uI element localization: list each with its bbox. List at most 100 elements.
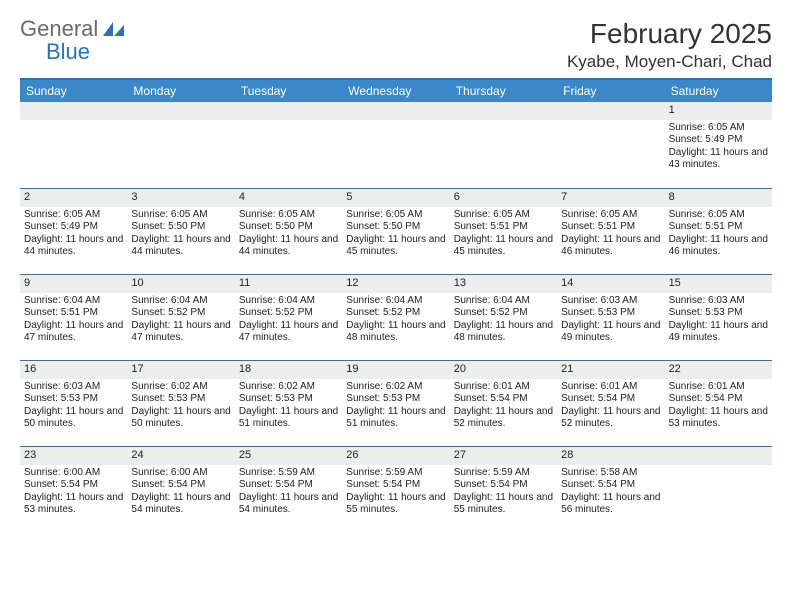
daylight-text: Daylight: 11 hours and 47 minutes. [131,320,230,345]
calendar-cell [342,102,449,188]
logo-sail-icon [103,20,125,36]
daylight-text: Daylight: 11 hours and 48 minutes. [346,320,445,345]
calendar-cell: 19Sunrise: 6:02 AMSunset: 5:53 PMDayligh… [342,360,449,446]
day-number: 9 [20,274,127,293]
day-number: 21 [557,360,664,379]
day-header: Monday [127,80,234,102]
day-details: Sunrise: 5:58 AMSunset: 5:54 PMDaylight:… [557,465,664,521]
daylight-text: Daylight: 11 hours and 52 minutes. [561,406,660,431]
day-number: 25 [235,446,342,465]
calendar-cell: 8Sunrise: 6:05 AMSunset: 5:51 PMDaylight… [665,188,772,274]
day-details: Sunrise: 6:05 AMSunset: 5:49 PMDaylight:… [665,120,772,176]
day-details: Sunrise: 5:59 AMSunset: 5:54 PMDaylight:… [342,465,449,521]
sunset-text: Sunset: 5:54 PM [454,393,553,406]
day-number [20,102,127,120]
daylight-text: Daylight: 11 hours and 49 minutes. [669,320,768,345]
daylight-text: Daylight: 11 hours and 55 minutes. [454,492,553,517]
calendar-cell: 4Sunrise: 6:05 AMSunset: 5:50 PMDaylight… [235,188,342,274]
sunrise-text: Sunrise: 6:05 AM [239,209,338,222]
calendar-cell [665,446,772,532]
day-header: Saturday [665,80,772,102]
calendar-cell: 17Sunrise: 6:02 AMSunset: 5:53 PMDayligh… [127,360,234,446]
sunrise-text: Sunrise: 6:01 AM [669,381,768,394]
day-details: Sunrise: 6:05 AMSunset: 5:50 PMDaylight:… [342,207,449,263]
sunset-text: Sunset: 5:50 PM [346,221,445,234]
daylight-text: Daylight: 11 hours and 51 minutes. [239,406,338,431]
day-details: Sunrise: 6:01 AMSunset: 5:54 PMDaylight:… [450,379,557,435]
day-details: Sunrise: 6:04 AMSunset: 5:52 PMDaylight:… [235,293,342,349]
daylight-text: Daylight: 11 hours and 44 minutes. [24,234,123,259]
calendar-cell: 26Sunrise: 5:59 AMSunset: 5:54 PMDayligh… [342,446,449,532]
sunrise-text: Sunrise: 6:03 AM [669,295,768,308]
day-number: 17 [127,360,234,379]
day-details: Sunrise: 6:02 AMSunset: 5:53 PMDaylight:… [127,379,234,435]
sunrise-text: Sunrise: 6:05 AM [346,209,445,222]
daylight-text: Daylight: 11 hours and 56 minutes. [561,492,660,517]
calendar-cell: 20Sunrise: 6:01 AMSunset: 5:54 PMDayligh… [450,360,557,446]
daylight-text: Daylight: 11 hours and 54 minutes. [131,492,230,517]
sunrise-text: Sunrise: 6:05 AM [454,209,553,222]
day-details: Sunrise: 6:03 AMSunset: 5:53 PMDaylight:… [20,379,127,435]
sunrise-text: Sunrise: 6:05 AM [24,209,123,222]
calendar-week: 1Sunrise: 6:05 AMSunset: 5:49 PMDaylight… [20,102,772,188]
day-details: Sunrise: 6:04 AMSunset: 5:52 PMDaylight:… [450,293,557,349]
day-details: Sunrise: 6:05 AMSunset: 5:49 PMDaylight:… [20,207,127,263]
daylight-text: Daylight: 11 hours and 44 minutes. [131,234,230,259]
day-details: Sunrise: 6:03 AMSunset: 5:53 PMDaylight:… [557,293,664,349]
daylight-text: Daylight: 11 hours and 50 minutes. [131,406,230,431]
day-number [342,102,449,120]
sunset-text: Sunset: 5:52 PM [239,307,338,320]
day-number: 1 [665,102,772,120]
weeks-container: 1Sunrise: 6:05 AMSunset: 5:49 PMDaylight… [20,102,772,532]
sunrise-text: Sunrise: 5:58 AM [561,467,660,480]
calendar-cell: 16Sunrise: 6:03 AMSunset: 5:53 PMDayligh… [20,360,127,446]
day-details: Sunrise: 6:05 AMSunset: 5:51 PMDaylight:… [450,207,557,263]
location-text: Kyabe, Moyen-Chari, Chad [567,52,772,72]
daylight-text: Daylight: 11 hours and 43 minutes. [669,147,768,172]
calendar-week: 16Sunrise: 6:03 AMSunset: 5:53 PMDayligh… [20,360,772,446]
title-block: February 2025 Kyabe, Moyen-Chari, Chad [567,18,772,72]
calendar-cell: 13Sunrise: 6:04 AMSunset: 5:52 PMDayligh… [450,274,557,360]
calendar-cell: 23Sunrise: 6:00 AMSunset: 5:54 PMDayligh… [20,446,127,532]
day-header: Sunday [20,80,127,102]
calendar-cell: 7Sunrise: 6:05 AMSunset: 5:51 PMDaylight… [557,188,664,274]
calendar-cell: 5Sunrise: 6:05 AMSunset: 5:50 PMDaylight… [342,188,449,274]
day-number: 19 [342,360,449,379]
daylight-text: Daylight: 11 hours and 49 minutes. [561,320,660,345]
calendar-cell [557,102,664,188]
day-number: 26 [342,446,449,465]
day-number: 13 [450,274,557,293]
day-header: Friday [557,80,664,102]
daylight-text: Daylight: 11 hours and 46 minutes. [561,234,660,259]
sunrise-text: Sunrise: 6:04 AM [24,295,123,308]
logo-text-block: General Blue [20,18,125,64]
daylight-text: Daylight: 11 hours and 52 minutes. [454,406,553,431]
day-details: Sunrise: 6:00 AMSunset: 5:54 PMDaylight:… [127,465,234,521]
calendar-cell [20,102,127,188]
calendar-cell: 22Sunrise: 6:01 AMSunset: 5:54 PMDayligh… [665,360,772,446]
calendar-week: 23Sunrise: 6:00 AMSunset: 5:54 PMDayligh… [20,446,772,532]
calendar-cell [235,102,342,188]
sunrise-text: Sunrise: 6:04 AM [131,295,230,308]
sunrise-text: Sunrise: 6:00 AM [24,467,123,480]
day-number: 18 [235,360,342,379]
daylight-text: Daylight: 11 hours and 48 minutes. [454,320,553,345]
sunset-text: Sunset: 5:53 PM [561,307,660,320]
day-details: Sunrise: 6:03 AMSunset: 5:53 PMDaylight:… [665,293,772,349]
sunrise-text: Sunrise: 6:04 AM [239,295,338,308]
page-title: February 2025 [567,18,772,50]
sunrise-text: Sunrise: 6:05 AM [561,209,660,222]
sunset-text: Sunset: 5:51 PM [24,307,123,320]
day-number: 16 [20,360,127,379]
sunrise-text: Sunrise: 6:05 AM [669,209,768,222]
day-number [557,102,664,120]
calendar-cell: 25Sunrise: 5:59 AMSunset: 5:54 PMDayligh… [235,446,342,532]
sunset-text: Sunset: 5:54 PM [346,479,445,492]
sunrise-text: Sunrise: 5:59 AM [346,467,445,480]
sunrise-text: Sunrise: 6:05 AM [131,209,230,222]
day-number: 20 [450,360,557,379]
calendar-cell: 1Sunrise: 6:05 AMSunset: 5:49 PMDaylight… [665,102,772,188]
day-number: 24 [127,446,234,465]
daylight-text: Daylight: 11 hours and 46 minutes. [669,234,768,259]
sunset-text: Sunset: 5:51 PM [561,221,660,234]
